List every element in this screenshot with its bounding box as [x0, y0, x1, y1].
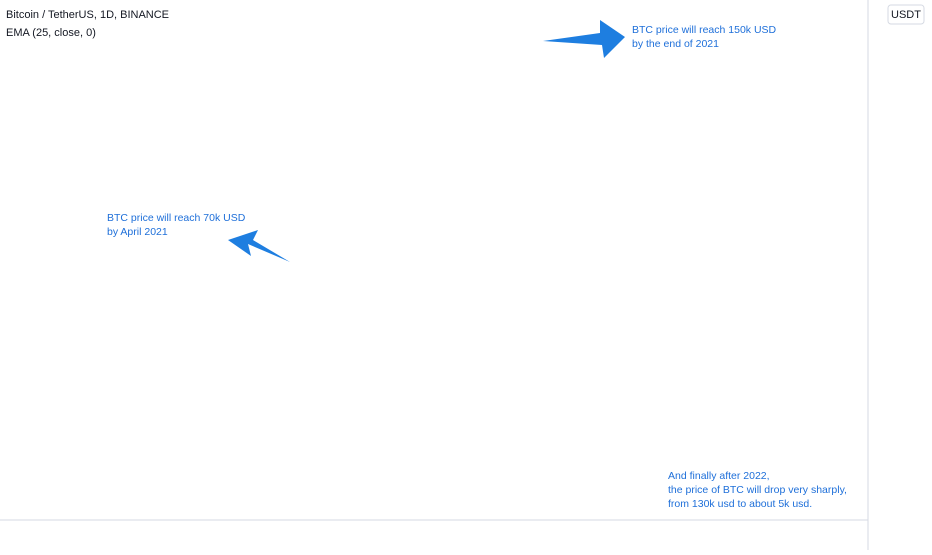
- currency-button-label[interactable]: USDT: [891, 9, 921, 21]
- annotation-line: by April 2021: [107, 226, 168, 238]
- arrow-right: [543, 20, 625, 58]
- annotation-line: BTC price will reach 70k USD: [107, 212, 246, 224]
- annotation-line: BTC price will reach 150k USD: [632, 24, 777, 36]
- symbol-header: Bitcoin / TetherUS, 1D, BINANCE: [6, 9, 169, 21]
- annotation-line: And finally after 2022,: [668, 470, 770, 482]
- annotation-line: from 130k usd to about 5k usd.: [668, 498, 812, 510]
- annotation-line: by the end of 2021: [632, 38, 719, 50]
- arrow-left: [228, 230, 290, 262]
- annotation-line: the price of BTC will drop very sharply,: [668, 484, 847, 496]
- indicator-label: EMA (25, close, 0): [6, 27, 96, 39]
- currency-button[interactable]: [887, 4, 925, 25]
